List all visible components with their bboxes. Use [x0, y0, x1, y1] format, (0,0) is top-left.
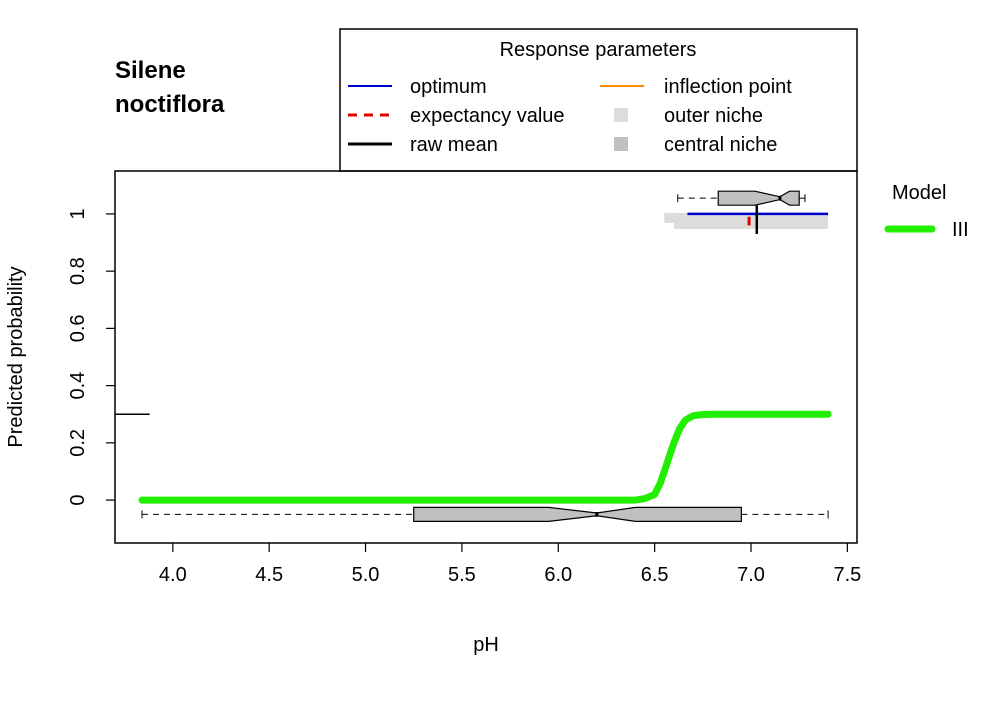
x-tick-label: 5.5 — [448, 564, 476, 586]
plot-area: 4.0 4.5 5.0 5.5 6.0 6.5 7.0 7.5 0 0.2 0.4 0.6 0.8 1 — [67, 170, 861, 586]
model-legend: Model III — [884, 182, 969, 241]
model-legend-title: Model — [892, 182, 946, 204]
species-title-line1: Silene — [115, 57, 186, 84]
central-niche-band — [673, 216, 829, 229]
y-tick-label: 0.6 — [67, 314, 89, 342]
legend-box — [339, 28, 858, 172]
legend-expectancy-label: expectancy value — [410, 105, 565, 127]
y-axis: 0 0.2 0.4 0.6 0.8 1 — [67, 208, 115, 506]
response-curve-III — [138, 410, 832, 504]
legend-raw-mean-label: raw mean — [410, 134, 498, 156]
legend-optimum-label: optimum — [410, 76, 487, 98]
x-tick-label: 5.0 — [352, 564, 380, 586]
legend-inflection-label: inflection point — [664, 76, 792, 98]
x-tick-label: 6.0 — [544, 564, 572, 586]
boxplot-all-samples — [141, 506, 829, 522]
box-body — [413, 506, 742, 522]
curve-layer — [138, 410, 832, 504]
niche-layer — [664, 212, 829, 229]
legend-outer-niche-label: outer niche — [664, 105, 763, 127]
y-axis-label: Predicted probability — [5, 266, 27, 447]
legend-central-niche-label: central niche — [664, 134, 777, 156]
x-axis: 4.0 4.5 5.0 5.5 6.0 6.5 7.0 7.5 — [159, 542, 861, 586]
y-tick-label: 0.8 — [67, 257, 89, 285]
y-tick-label: 0.2 — [67, 429, 89, 457]
x-tick-label: 7.5 — [833, 564, 861, 586]
y-tick-label: 1 — [67, 208, 89, 219]
x-axis-label: pH — [473, 634, 499, 656]
x-tick-label: 4.0 — [159, 564, 187, 586]
box-body — [717, 190, 800, 206]
legend-title: Response parameters — [500, 39, 697, 61]
boxplot-presence-samples — [677, 190, 806, 206]
model-legend-entry: III — [952, 219, 969, 241]
boxplot-layer — [141, 190, 829, 522]
x-tick-label: 6.5 — [641, 564, 669, 586]
y-tick-label: 0.4 — [67, 372, 89, 400]
x-tick-label: 7.0 — [737, 564, 765, 586]
response-parameter-layer — [115, 205, 829, 415]
y-tick-label: 0 — [67, 495, 89, 506]
response-parameters-legend: Response parameters optimum expectancy v… — [339, 28, 858, 172]
legend-outer-niche-swatch — [614, 108, 628, 122]
x-tick-label: 4.5 — [255, 564, 283, 586]
species-title-line2: noctiflora — [115, 91, 225, 118]
legend-central-niche-swatch — [614, 137, 628, 151]
